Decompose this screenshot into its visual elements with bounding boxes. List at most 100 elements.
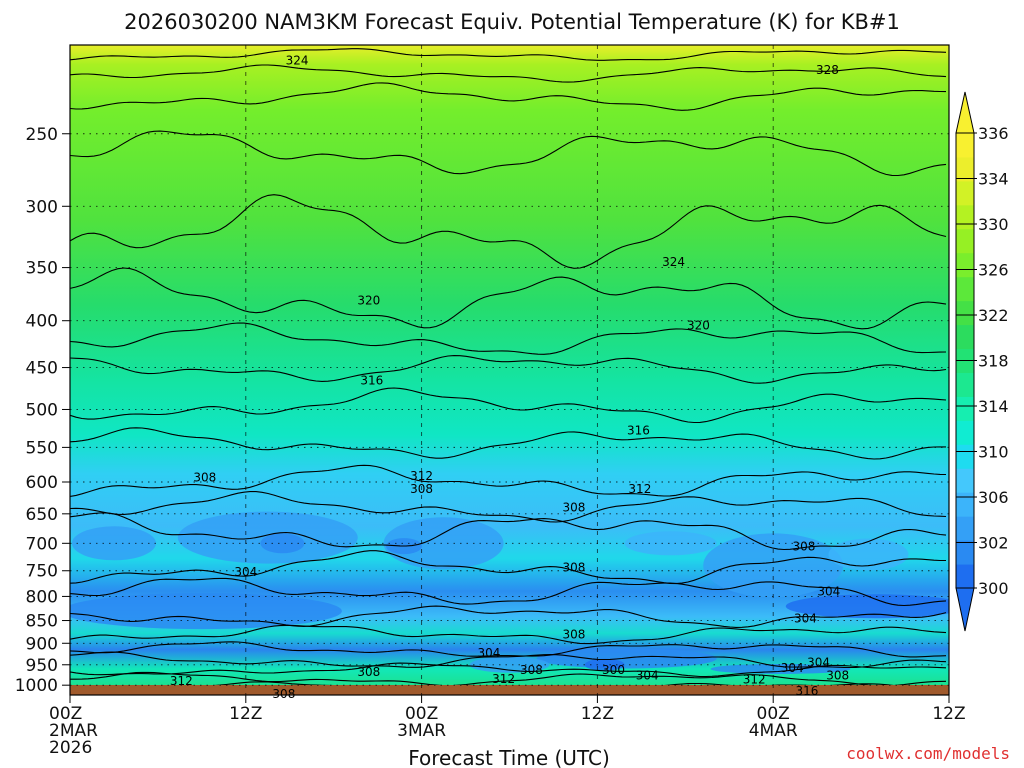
colorbar-swatch	[956, 564, 974, 589]
contour-label: 304	[781, 661, 804, 675]
low-theta-e-patch	[71, 526, 156, 561]
colorbar-label: 336	[978, 124, 1009, 143]
colorbar-label: 302	[978, 534, 1009, 553]
colorbar-swatch	[956, 156, 974, 182]
colorbar-label: 300	[978, 579, 1009, 598]
contour-line	[70, 322, 947, 355]
colorbar-swatch	[956, 420, 974, 445]
x-axis-label: Forecast Time (UTC)	[408, 746, 610, 768]
colorbar-label: 306	[978, 488, 1009, 507]
colorbar-swatch	[956, 228, 974, 254]
ground-surface	[70, 685, 949, 695]
y-tick-label: 450	[26, 359, 58, 379]
x-tick-label: 3MAR	[397, 721, 446, 741]
contour-label: 312	[628, 482, 651, 496]
plot-area	[70, 45, 949, 695]
contour-label: 320	[357, 293, 380, 307]
colorbar-swatch	[956, 180, 974, 206]
contour-line	[70, 82, 947, 111]
contour-label: 320	[687, 319, 710, 333]
y-tick-label: 300	[26, 197, 58, 217]
colorbar-label: 326	[978, 261, 1009, 280]
colorbar-swatch	[956, 516, 974, 541]
contour-label: 304	[234, 565, 257, 579]
low-theta-e-patch	[785, 594, 949, 619]
colorbar-swatch	[956, 396, 974, 421]
colorbar-label: 314	[978, 397, 1009, 416]
colorbar-label: 334	[978, 170, 1009, 189]
contour-line	[70, 512, 947, 551]
contour-line	[70, 550, 946, 585]
contour-label: 308	[563, 561, 586, 575]
contour-label: 328	[816, 63, 839, 77]
y-tick-label: 800	[26, 587, 58, 607]
x-tick-label: 12Z	[229, 704, 262, 724]
contour-label: 316	[627, 423, 650, 437]
x-tick-label: 2MAR	[49, 721, 98, 741]
y-tick-label: 600	[26, 473, 58, 493]
low-theta-e-patch	[584, 658, 625, 671]
contour-label: 304	[817, 584, 840, 598]
x-tick-label: 00Z	[757, 704, 790, 724]
colorbar-label: 318	[978, 352, 1009, 371]
chart-title: 2026030200 NAM3KM Forecast Equiv. Potent…	[124, 10, 900, 34]
y-tick-label: 1000	[15, 676, 58, 696]
contour-label: 308	[193, 470, 216, 484]
low-theta-e-patch	[260, 533, 305, 554]
colorbar-swatch	[956, 300, 974, 326]
contour-label: 308	[563, 627, 586, 641]
colorbar-swatch	[956, 252, 974, 278]
colorbar-swatch	[956, 372, 974, 397]
y-tick-label: 400	[26, 312, 58, 332]
low-theta-e-patch	[703, 533, 844, 598]
x-tick-label: 00Z	[405, 704, 438, 724]
colorbar-swatch	[956, 133, 974, 158]
y-tick-label: 550	[26, 438, 58, 458]
contour-label: 316	[360, 374, 383, 388]
contour-label: 312	[410, 469, 433, 483]
x-tick-label: 12Z	[581, 704, 614, 724]
y-tick-label: 900	[26, 634, 58, 654]
contour-label: 308	[563, 501, 586, 515]
contour-line	[70, 651, 947, 669]
contour-line	[70, 387, 947, 424]
colorbar: 336 334 330 326 322 318 314 310 306 302 300	[955, 91, 1009, 632]
y-tick-label: 700	[26, 534, 58, 554]
y-tick-label: 500	[26, 400, 58, 420]
contour-label: 312	[492, 672, 515, 686]
contour-label: 308	[793, 540, 816, 554]
contour-line	[70, 577, 947, 607]
contour-line	[70, 355, 947, 384]
contour-label: 304	[807, 656, 830, 670]
contour-label: 304	[636, 669, 659, 683]
colorbar-swatch	[956, 324, 974, 350]
contour-label: 300	[602, 663, 625, 677]
x-tick-label: 2026	[49, 738, 92, 758]
colorbar-swatch	[956, 492, 974, 517]
contour-line	[70, 427, 946, 460]
contour-line	[70, 662, 947, 678]
y-tick-label: 850	[26, 612, 58, 632]
colorbar-top-arrow	[955, 91, 975, 134]
colorbar-swatch	[956, 204, 974, 230]
plot-frame	[69, 44, 950, 696]
colorbar-swatch	[956, 276, 974, 302]
low-theta-e-patch	[469, 656, 550, 673]
colorbar-swatch	[956, 540, 974, 565]
colorbar-label: 310	[978, 443, 1009, 462]
contour-label: 308	[410, 482, 433, 496]
colorbar-bottom-arrow	[955, 587, 975, 632]
x-tick-label: 00Z	[49, 704, 82, 724]
contour-line	[70, 48, 947, 61]
colorbar-label: 330	[978, 215, 1009, 234]
contour-line	[70, 64, 947, 83]
low-theta-e-patch	[383, 517, 504, 570]
colorbar-swatch	[956, 468, 974, 493]
contour-line	[70, 624, 947, 645]
contour-label: 304	[794, 612, 817, 626]
contour-label: 308	[826, 669, 849, 683]
contour-label: 312	[743, 673, 766, 687]
contour-label: 324	[286, 54, 309, 68]
y-tick-label: 950	[26, 656, 58, 676]
